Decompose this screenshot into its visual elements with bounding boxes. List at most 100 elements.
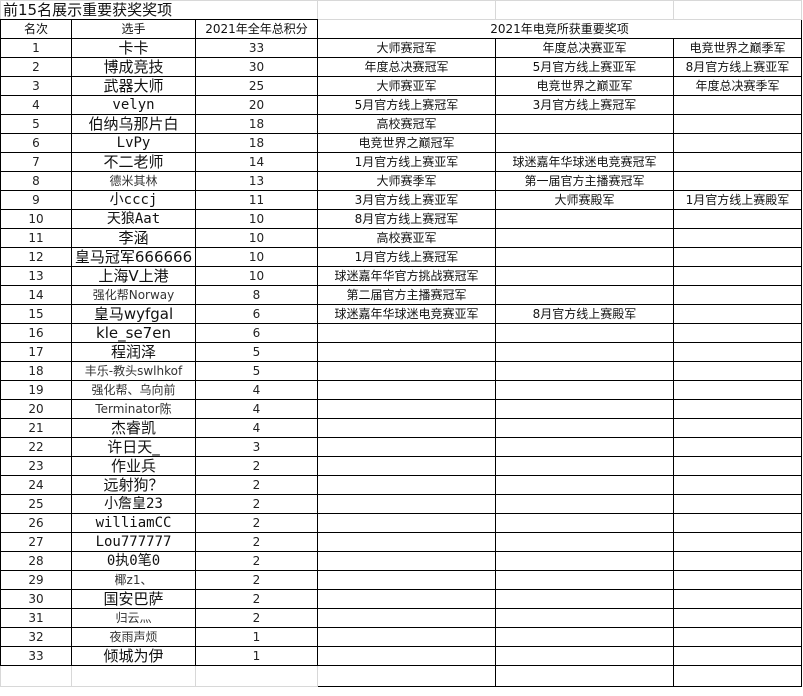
points-cell[interactable]: 5 [195,361,318,381]
award-cell[interactable] [495,551,674,571]
award-cell[interactable] [673,418,802,438]
player-cell[interactable]: kle_se7en [71,323,196,343]
award-cell[interactable] [495,361,674,381]
rank-cell[interactable]: 8 [0,171,72,191]
player-cell[interactable]: 0执0笔0 [71,551,196,571]
award-cell[interactable] [495,323,674,343]
player-cell[interactable]: 不二老师 [71,152,196,172]
award-cell[interactable] [673,323,802,343]
rank-cell[interactable]: 14 [0,285,72,305]
award-cell[interactable] [495,437,674,457]
points-cell[interactable]: 18 [195,114,318,134]
points-cell[interactable]: 6 [195,304,318,324]
award-cell[interactable]: 大师赛季军 [317,171,496,191]
award-cell[interactable] [495,380,674,400]
points-cell[interactable]: 1 [195,646,318,666]
award-cell[interactable] [495,228,674,248]
player-cell[interactable]: Lou777777 [71,532,196,552]
rank-cell[interactable]: 25 [0,494,72,514]
empty-cell[interactable] [673,0,802,20]
award-cell[interactable] [673,266,802,286]
award-cell[interactable]: 5月官方线上赛亚军 [495,57,674,77]
player-cell[interactable]: 上海V上港 [71,266,196,286]
award-cell[interactable]: 高校赛冠军 [317,114,496,134]
award-cell[interactable] [317,437,496,457]
award-cell[interactable]: 电竞世界之巅季军 [673,38,802,58]
rank-cell[interactable]: 31 [0,608,72,628]
award-cell[interactable]: 1月官方线上赛亚军 [317,152,496,172]
player-cell[interactable]: 武器大师 [71,76,196,96]
rank-cell[interactable]: 26 [0,513,72,533]
award-cell[interactable] [317,494,496,514]
rank-cell[interactable]: 13 [0,266,72,286]
award-cell[interactable]: 年度总决赛季军 [673,76,802,96]
award-cell[interactable]: 大师赛殿军 [495,190,674,210]
award-cell[interactable] [495,570,674,590]
award-cell[interactable] [673,285,802,305]
award-cell[interactable] [495,133,674,153]
player-cell[interactable]: 倾城为伊 [71,646,196,666]
points-cell[interactable]: 11 [195,190,318,210]
award-cell[interactable]: 3月官方线上赛亚军 [317,190,496,210]
points-cell[interactable]: 13 [195,171,318,191]
award-cell[interactable] [317,456,496,476]
points-cell[interactable]: 2 [195,513,318,533]
rank-cell[interactable]: 5 [0,114,72,134]
header-points[interactable]: 2021年全年总积分 [195,19,318,39]
player-cell[interactable]: 夜雨声烦 [71,627,196,647]
award-cell[interactable] [673,475,802,495]
award-cell[interactable] [317,323,496,343]
award-cell[interactable] [317,418,496,438]
award-cell[interactable] [495,209,674,229]
award-cell[interactable] [317,513,496,533]
award-cell[interactable]: 电竞世界之巅亚军 [495,76,674,96]
rank-cell[interactable]: 29 [0,570,72,590]
award-cell[interactable] [495,646,674,666]
rank-cell[interactable]: 23 [0,456,72,476]
award-cell[interactable] [317,361,496,381]
rank-cell[interactable]: 27 [0,532,72,552]
award-cell[interactable] [673,646,802,666]
rank-cell[interactable]: 1 [0,38,72,58]
award-cell[interactable]: 1月官方线上赛冠军 [317,247,496,267]
award-cell[interactable] [673,608,802,628]
award-cell[interactable]: 球迷嘉年华官方挑战赛冠军 [317,266,496,286]
award-cell[interactable]: 球迷嘉年华球迷电竞赛亚军 [317,304,496,324]
header-awards[interactable]: 2021年电竞所获重要奖项 [317,19,802,39]
points-cell[interactable]: 2 [195,589,318,609]
points-cell[interactable]: 2 [195,532,318,552]
award-cell[interactable] [495,627,674,647]
award-cell[interactable] [673,133,802,153]
award-cell[interactable]: 3月官方线上赛冠军 [495,95,674,115]
award-cell[interactable] [673,589,802,609]
player-cell[interactable]: 博成竞技 [71,57,196,77]
award-cell[interactable] [673,228,802,248]
award-cell[interactable] [495,247,674,267]
rank-cell[interactable]: 30 [0,589,72,609]
award-cell[interactable]: 电竞世界之巅冠军 [317,133,496,153]
rank-cell[interactable]: 19 [0,380,72,400]
points-cell[interactable]: 2 [195,475,318,495]
award-cell[interactable] [317,646,496,666]
points-cell[interactable]: 2 [195,456,318,476]
award-cell[interactable] [673,399,802,419]
points-cell[interactable]: 5 [195,342,318,362]
award-cell[interactable] [673,513,802,533]
rank-cell[interactable]: 11 [0,228,72,248]
rank-cell[interactable]: 6 [0,133,72,153]
player-cell[interactable]: LvPy [71,133,196,153]
points-cell[interactable]: 33 [195,38,318,58]
player-cell[interactable]: 许日天_ [71,437,196,457]
award-cell[interactable]: 年度总决赛冠军 [317,57,496,77]
player-cell[interactable]: williamCC [71,513,196,533]
empty-cell[interactable] [71,665,196,687]
award-cell[interactable]: 5月官方线上赛冠军 [317,95,496,115]
points-cell[interactable]: 10 [195,247,318,267]
points-cell[interactable]: 2 [195,608,318,628]
rank-cell[interactable]: 33 [0,646,72,666]
player-cell[interactable]: 强化帮、乌向前 [71,380,196,400]
points-cell[interactable]: 10 [195,266,318,286]
award-cell[interactable] [673,209,802,229]
award-cell[interactable]: 第二届官方主播赛冠军 [317,285,496,305]
player-cell[interactable]: 小cccj [71,190,196,210]
